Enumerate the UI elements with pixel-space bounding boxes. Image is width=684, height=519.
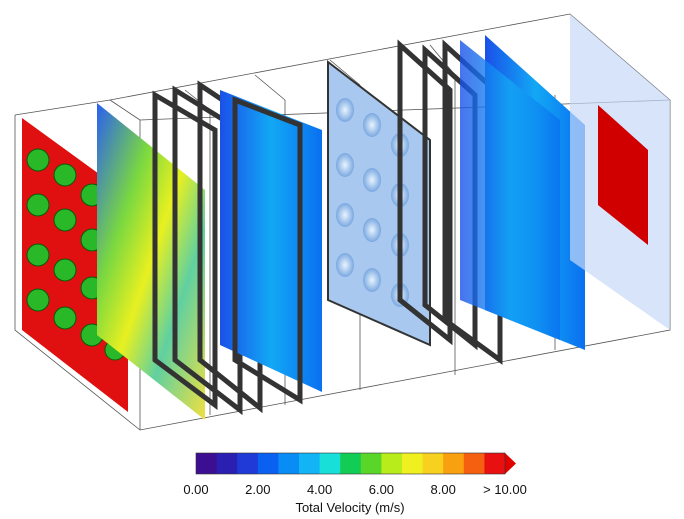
colorbar-tick-label: 4.00 [307, 482, 332, 497]
color-swatch [484, 453, 506, 474]
colorbar-tick-label: 0.00 [183, 482, 208, 497]
colorbar-tick-label: 8.00 [431, 482, 456, 497]
color-swatch [360, 453, 382, 474]
color-swatch [463, 453, 485, 474]
coil-panel [327, 59, 431, 347]
outlet [598, 105, 648, 245]
color-swatch [402, 453, 424, 474]
color-swatch [278, 453, 300, 474]
color-swatch [319, 453, 341, 474]
colorbar-border [195, 452, 506, 475]
color-swatch [237, 453, 259, 474]
color-swatch [299, 453, 321, 474]
colorbar-tick-label: 6.00 [369, 482, 394, 497]
color-swatch [257, 453, 279, 474]
colorbar-tick-label: 2.00 [245, 482, 270, 497]
color-swatch [422, 453, 444, 474]
plane-2 [97, 103, 205, 420]
plane-5 [460, 40, 560, 340]
colorbar-tick-label: > 10.00 [483, 482, 527, 497]
filters-2 [232, 96, 303, 405]
color-swatch [381, 453, 403, 474]
coil-bubbles [336, 98, 409, 307]
colorbar-title: Total Velocity (m/s) [295, 500, 404, 515]
colorbar-arrow [505, 453, 516, 474]
color-swatch [216, 453, 238, 474]
color-swatch [340, 453, 362, 474]
colorbar: 0.00 2.00 4.00 6.00 8.00 > 10.00 [183, 452, 527, 497]
color-swatch [443, 453, 465, 474]
plane-3 [220, 90, 322, 392]
color-swatch [196, 453, 218, 474]
